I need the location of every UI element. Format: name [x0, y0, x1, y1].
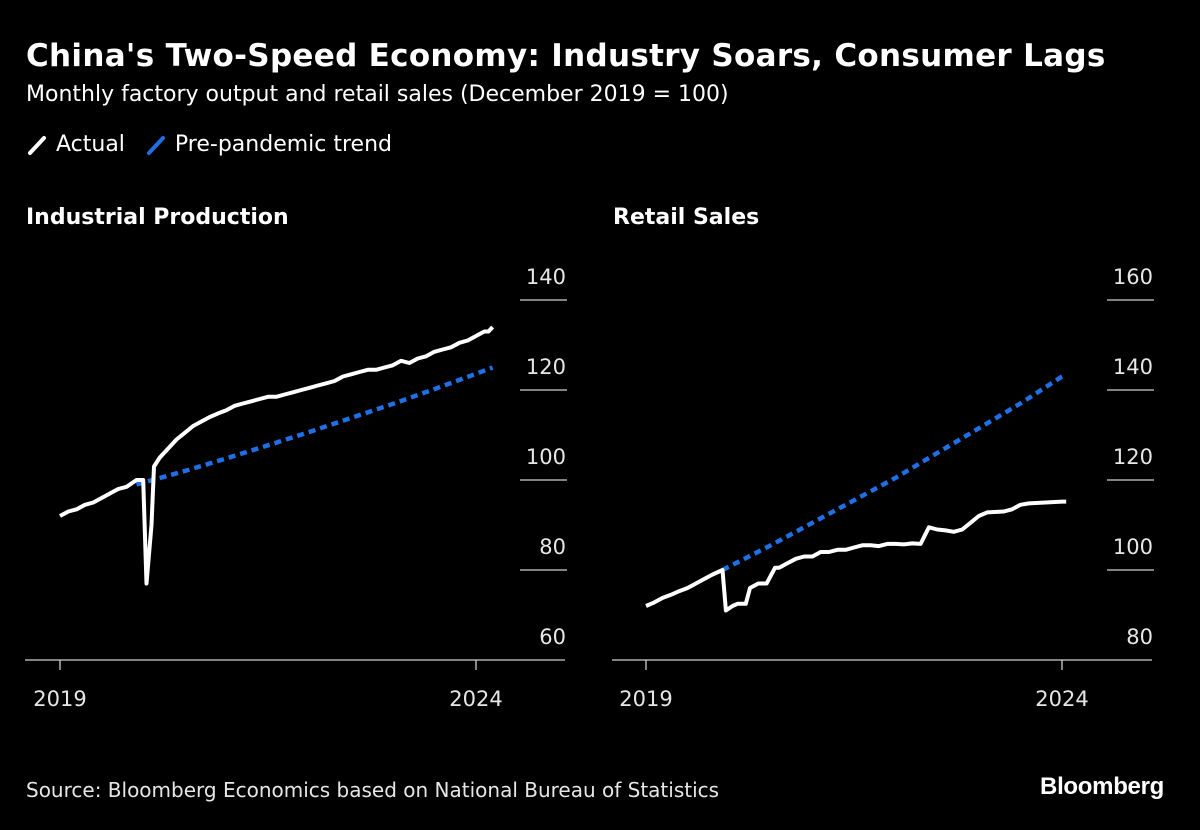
y-tick-label: 120 [526, 355, 566, 379]
chart-title: China's Two-Speed Economy: Industry Soar… [26, 38, 1106, 74]
legend-label-actual: Actual [56, 132, 125, 157]
legend-item-trend: Pre-pandemic trend [145, 132, 392, 157]
legend-item-actual: Actual [26, 132, 125, 157]
slash-white-icon [28, 135, 46, 155]
y-tick-label: 100 [1113, 535, 1153, 559]
source-note: Source: Bloomberg Economics based on Nat… [26, 778, 720, 802]
x-tick-label: 2019 [619, 687, 672, 711]
y-tick-label: 160 [1113, 265, 1153, 289]
y-tick-label: 80 [539, 535, 566, 559]
y-tick-label: 60 [539, 625, 566, 649]
bloomberg-logo: Bloomberg [1040, 773, 1164, 800]
y-tick-label: 140 [526, 265, 566, 289]
chart-panel-1: 80 100 120 140 160 2019 2024 [612, 265, 1154, 711]
chart-panel-0: 60 80 100 120 140 2019 2024 [25, 265, 567, 711]
legend: Actual Pre-pandemic trend [26, 132, 412, 157]
y-tick-label: 100 [526, 445, 566, 469]
series-line-actual [59, 325, 495, 586]
legend-label-trend: Pre-pandemic trend [174, 132, 392, 157]
series-line-trend [721, 372, 1068, 573]
slash-blue-icon [146, 135, 165, 155]
panel-title-retail: Retail Sales [613, 205, 760, 230]
x-tick-label: 2024 [449, 687, 502, 711]
x-tick-label: 2019 [33, 687, 86, 711]
y-tick-label: 120 [1113, 445, 1153, 469]
x-tick-label: 2024 [1035, 687, 1088, 711]
series-line-actual [645, 499, 1067, 613]
y-tick-label: 140 [1113, 355, 1153, 379]
y-tick-label: 80 [1126, 625, 1153, 649]
panel-title-industrial: Industrial Production [26, 205, 289, 230]
chart-subtitle: Monthly factory output and retail sales … [26, 82, 729, 107]
